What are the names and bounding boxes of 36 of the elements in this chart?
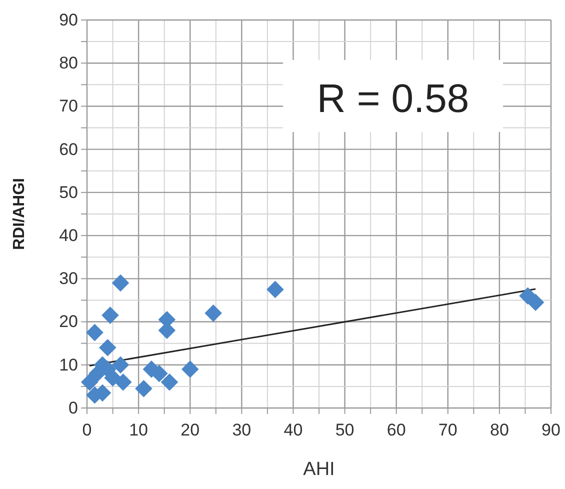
x-tick-label: 90 [542, 420, 560, 440]
y-tick-label: 80 [59, 54, 78, 73]
y-tick-label: 60 [59, 140, 78, 159]
x-tick-label: 40 [284, 420, 303, 440]
y-tick-label: 10 [59, 355, 78, 374]
y-tick-label: 50 [59, 182, 78, 202]
point [204, 304, 222, 322]
x-tick-label: 70 [438, 420, 458, 440]
point [160, 373, 178, 391]
x-tick-label: 20 [180, 420, 200, 440]
x-tick-label: 10 [129, 420, 148, 440]
x-tick-label: 50 [335, 420, 354, 440]
point [266, 280, 284, 298]
y-tick-label: 40 [59, 226, 78, 245]
y-tick-label: 20 [59, 312, 78, 332]
point [526, 294, 544, 312]
point [98, 338, 116, 356]
annotation: R = 0.58 [316, 77, 470, 121]
point [86, 324, 104, 342]
y-axis-title: RDI/AHGI [11, 178, 28, 250]
point [112, 274, 130, 292]
point [112, 356, 130, 374]
point [80, 373, 98, 391]
x-tick-label: 80 [490, 420, 509, 440]
point [102, 306, 119, 324]
x-tick-label: 30 [232, 420, 252, 440]
x-axis-title: AHI [303, 459, 335, 480]
x-tick-label: 0 [82, 420, 92, 440]
y-tick-label: 90 [59, 10, 78, 30]
point [181, 360, 199, 378]
y-tick-label: 30 [59, 269, 78, 288]
point [135, 380, 152, 398]
y-tick-label: 70 [59, 96, 78, 116]
point [114, 373, 132, 391]
x-tick-label: 60 [386, 420, 406, 440]
y-tick-label: 0 [68, 398, 78, 418]
